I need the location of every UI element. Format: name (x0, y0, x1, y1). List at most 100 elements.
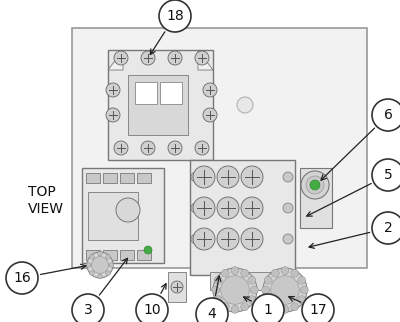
Circle shape (193, 228, 215, 250)
Bar (137, 250, 151, 260)
Circle shape (252, 294, 284, 322)
Circle shape (90, 255, 94, 259)
Circle shape (281, 267, 289, 275)
Circle shape (109, 263, 114, 267)
Circle shape (144, 246, 152, 254)
Bar (137, 173, 151, 183)
Circle shape (241, 269, 249, 277)
Circle shape (191, 172, 201, 182)
Circle shape (6, 262, 38, 294)
Circle shape (291, 269, 299, 277)
Circle shape (114, 51, 128, 65)
Bar (88, 192, 138, 240)
Circle shape (271, 269, 279, 277)
Circle shape (291, 303, 299, 311)
Circle shape (195, 141, 209, 155)
Bar (210, 272, 285, 290)
Circle shape (171, 281, 183, 293)
Bar (168, 272, 186, 302)
Circle shape (214, 276, 222, 284)
Circle shape (203, 108, 217, 122)
Bar (160, 82, 182, 104)
Text: TOP
VIEW: TOP VIEW (28, 185, 64, 216)
Circle shape (168, 141, 182, 155)
Circle shape (193, 166, 215, 188)
Circle shape (283, 203, 293, 213)
Circle shape (72, 294, 104, 322)
Circle shape (90, 271, 94, 275)
Text: 5: 5 (384, 168, 392, 182)
Bar (103, 250, 117, 260)
Circle shape (300, 286, 308, 294)
Circle shape (302, 294, 334, 322)
Circle shape (106, 271, 110, 275)
Circle shape (264, 276, 272, 284)
Circle shape (281, 305, 289, 313)
Circle shape (262, 286, 270, 294)
Bar (120, 250, 134, 260)
Circle shape (271, 303, 279, 311)
Circle shape (92, 257, 108, 273)
Circle shape (237, 97, 253, 113)
Text: 17: 17 (309, 303, 327, 317)
Circle shape (86, 263, 91, 267)
Bar (190, 160, 295, 275)
Text: 16: 16 (13, 271, 31, 285)
Circle shape (106, 108, 120, 122)
Polygon shape (108, 50, 123, 70)
Circle shape (106, 83, 120, 97)
Circle shape (241, 303, 249, 311)
Circle shape (217, 166, 239, 188)
Bar (72, 28, 367, 268)
Circle shape (298, 276, 306, 284)
Text: 10: 10 (143, 303, 161, 317)
Polygon shape (198, 50, 213, 70)
Circle shape (231, 305, 239, 313)
Text: 2: 2 (384, 221, 392, 235)
Text: 4: 4 (208, 307, 216, 321)
Bar (103, 173, 117, 183)
Circle shape (250, 286, 258, 294)
Circle shape (168, 51, 182, 65)
Circle shape (306, 176, 324, 194)
Bar (82, 168, 164, 263)
Circle shape (248, 276, 256, 284)
Circle shape (213, 268, 257, 312)
Circle shape (191, 203, 201, 213)
Circle shape (241, 228, 263, 250)
Circle shape (231, 267, 239, 275)
Circle shape (217, 197, 239, 219)
Circle shape (221, 269, 229, 277)
Circle shape (212, 286, 220, 294)
Circle shape (196, 298, 228, 322)
Text: 1: 1 (264, 303, 272, 317)
Circle shape (98, 274, 102, 279)
Circle shape (241, 166, 263, 188)
Text: 18: 18 (166, 9, 184, 23)
Bar (300, 168, 332, 228)
Circle shape (217, 228, 239, 250)
Circle shape (136, 294, 168, 322)
Circle shape (221, 276, 249, 304)
Circle shape (106, 255, 110, 259)
Circle shape (310, 180, 320, 190)
Bar (108, 50, 213, 160)
Circle shape (116, 198, 140, 222)
Circle shape (195, 51, 209, 65)
Circle shape (283, 234, 293, 244)
Circle shape (203, 83, 217, 97)
Circle shape (264, 296, 272, 304)
Circle shape (98, 251, 102, 256)
Circle shape (221, 303, 229, 311)
Circle shape (141, 141, 155, 155)
Circle shape (298, 296, 306, 304)
Bar (86, 173, 100, 183)
Text: 3: 3 (84, 303, 92, 317)
Circle shape (271, 276, 299, 304)
Bar (120, 173, 134, 183)
Circle shape (248, 296, 256, 304)
Circle shape (193, 197, 215, 219)
Circle shape (191, 234, 201, 244)
Circle shape (372, 159, 400, 191)
Circle shape (241, 197, 263, 219)
